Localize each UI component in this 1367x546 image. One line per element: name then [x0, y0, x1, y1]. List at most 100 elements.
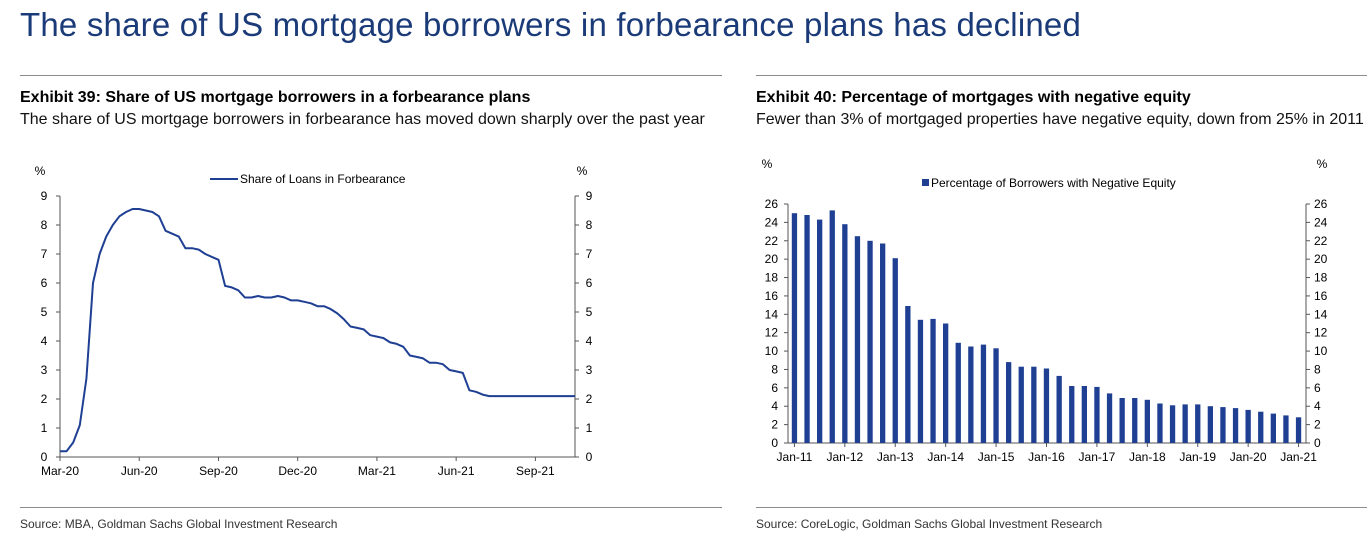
y-tick-label-right: 8 — [586, 218, 593, 232]
x-tick-label: Dec-20 — [278, 464, 317, 478]
bottom-divider — [20, 507, 722, 508]
bar-Q1-12 — [842, 224, 848, 443]
x-tick-label: Jun-21 — [438, 464, 475, 478]
bar-Q1-15 — [993, 348, 999, 443]
bar-Q3-20 — [1270, 413, 1276, 443]
y-tick-label-left: 8 — [41, 218, 48, 232]
y-tick-label-left: 1 — [41, 421, 48, 435]
x-tick-label: Sep-20 — [199, 464, 238, 478]
bar-Q1-19 — [1195, 404, 1201, 443]
y-tick-label-right: 22 — [1314, 234, 1328, 248]
series-line-forbearance — [60, 208, 575, 453]
y-tick-label-left: 7 — [41, 247, 48, 261]
legend-label: Share of Loans in Forbearance — [240, 172, 406, 186]
y-tick-label-right: 9 — [586, 189, 593, 203]
bar-Q1-20 — [1245, 409, 1251, 443]
y-tick-label-left: 20 — [765, 252, 779, 266]
bar-Q2-20 — [1258, 411, 1264, 443]
bar-Q2-12 — [854, 236, 861, 443]
y-tick-label-right: 2 — [1314, 418, 1321, 432]
x-tick-label: Jan-18 — [1129, 450, 1166, 464]
y-tick-label-left: 2 — [41, 392, 48, 406]
y-tick-label-right: 20 — [1314, 252, 1328, 266]
y-tick-label-right: 6 — [1314, 381, 1321, 395]
x-tick-label: Jan-14 — [927, 450, 964, 464]
y-tick-label-left: 6 — [771, 381, 778, 395]
legend-bar-swatch — [922, 179, 929, 186]
y-tick-label-right: 4 — [586, 334, 593, 348]
bar-Q1-11 — [791, 213, 798, 443]
y-tick-label-left: 26 — [765, 197, 779, 211]
y-tick-label-left: 6 — [41, 276, 48, 290]
x-tick-label: Jan-13 — [877, 450, 914, 464]
y-tick-label-right: 26 — [1314, 197, 1328, 211]
bar-Q3-12 — [867, 240, 873, 443]
y-tick-label-right: 10 — [1314, 344, 1328, 358]
y-axis-unit-left: % — [35, 164, 46, 178]
bar-Q2-14 — [955, 342, 961, 443]
bar-Q3-13 — [917, 319, 924, 443]
top-divider — [20, 75, 722, 76]
exhibit-40-title: Exhibit 40: Percentage of mortgages with… — [756, 89, 1191, 106]
bar-Q4-16 — [1081, 386, 1087, 443]
bar-Q4-13 — [930, 318, 936, 443]
y-tick-label-right: 0 — [1314, 436, 1321, 450]
x-tick-label: Jan-15 — [978, 450, 1015, 464]
y-tick-label-left: 16 — [765, 289, 779, 303]
bar-Q4-14 — [980, 344, 987, 443]
y-tick-label-left: 10 — [765, 344, 779, 358]
bar-Q2-11 — [804, 215, 810, 443]
y-tick-label-left: 3 — [41, 363, 48, 377]
bar-Q3-17 — [1119, 398, 1125, 443]
bar-Q4-12 — [880, 243, 886, 443]
x-tick-label: Mar-21 — [358, 464, 396, 478]
bar-Q4-20 — [1283, 415, 1289, 443]
exhibit-39-panel: Exhibit 39: Share of US mortgage borrowe… — [20, 73, 722, 543]
bar-Q2-17 — [1106, 393, 1113, 443]
y-tick-label-left: 24 — [765, 215, 779, 229]
exhibit-40-source: Source: CoreLogic, Goldman Sachs Global … — [756, 517, 1103, 531]
y-tick-label-right: 8 — [1314, 362, 1321, 376]
bar-Q2-13 — [905, 306, 911, 443]
y-tick-label-left: 18 — [765, 271, 779, 285]
y-tick-label-left: 9 — [41, 189, 48, 203]
x-tick-label: Jan-21 — [1280, 450, 1317, 464]
y-tick-label-right: 14 — [1314, 307, 1328, 321]
page-headline: The share of US mortgage borrowers in fo… — [20, 6, 1082, 43]
y-tick-label-left: 4 — [41, 334, 48, 348]
y-tick-label-left: 5 — [41, 305, 48, 319]
bar-Q3-16 — [1069, 386, 1075, 443]
y-tick-label-left: 8 — [771, 362, 778, 376]
bar-Q4-18 — [1182, 404, 1188, 443]
y-tick-label-right: 5 — [586, 305, 593, 319]
top-divider — [756, 75, 1367, 76]
x-tick-label: Jan-20 — [1230, 450, 1267, 464]
y-tick-label-right: 16 — [1314, 289, 1328, 303]
exhibit-40-subtitle: Fewer than 3% of mortgaged properties ha… — [756, 111, 1364, 128]
y-axis-unit-left: % — [762, 157, 773, 171]
y-tick-label-right: 4 — [1314, 399, 1321, 413]
bar-Q2-18 — [1157, 403, 1163, 443]
y-tick-label-left: 2 — [771, 418, 778, 432]
bar-Q1-13 — [892, 258, 898, 443]
y-tick-label-right: 12 — [1314, 326, 1328, 340]
y-tick-label-left: 14 — [765, 307, 779, 321]
bar-Q4-11 — [829, 210, 835, 443]
y-tick-label-right: 6 — [586, 276, 593, 290]
x-tick-label: Jan-17 — [1079, 450, 1116, 464]
y-tick-label-left: 0 — [41, 450, 48, 464]
x-tick-label: Jan-16 — [1028, 450, 1065, 464]
y-tick-label-right: 3 — [586, 363, 593, 377]
y-tick-label-right: 2 — [586, 392, 593, 406]
exhibit-39-subtitle: The share of US mortgage borrowers in fo… — [20, 111, 705, 128]
x-tick-label: Sep-21 — [516, 464, 555, 478]
bar-Q1-18 — [1144, 399, 1150, 443]
x-tick-label: Jun-20 — [121, 464, 158, 478]
x-tick-label: Mar-20 — [41, 464, 79, 478]
bar-Q1-14 — [943, 323, 949, 443]
bar-Q4-19 — [1232, 408, 1239, 443]
bar-Q3-11 — [817, 219, 823, 443]
bar-Q1-17 — [1094, 386, 1100, 443]
bar-Q4-15 — [1031, 366, 1037, 443]
y-tick-label-right: 18 — [1314, 271, 1328, 285]
